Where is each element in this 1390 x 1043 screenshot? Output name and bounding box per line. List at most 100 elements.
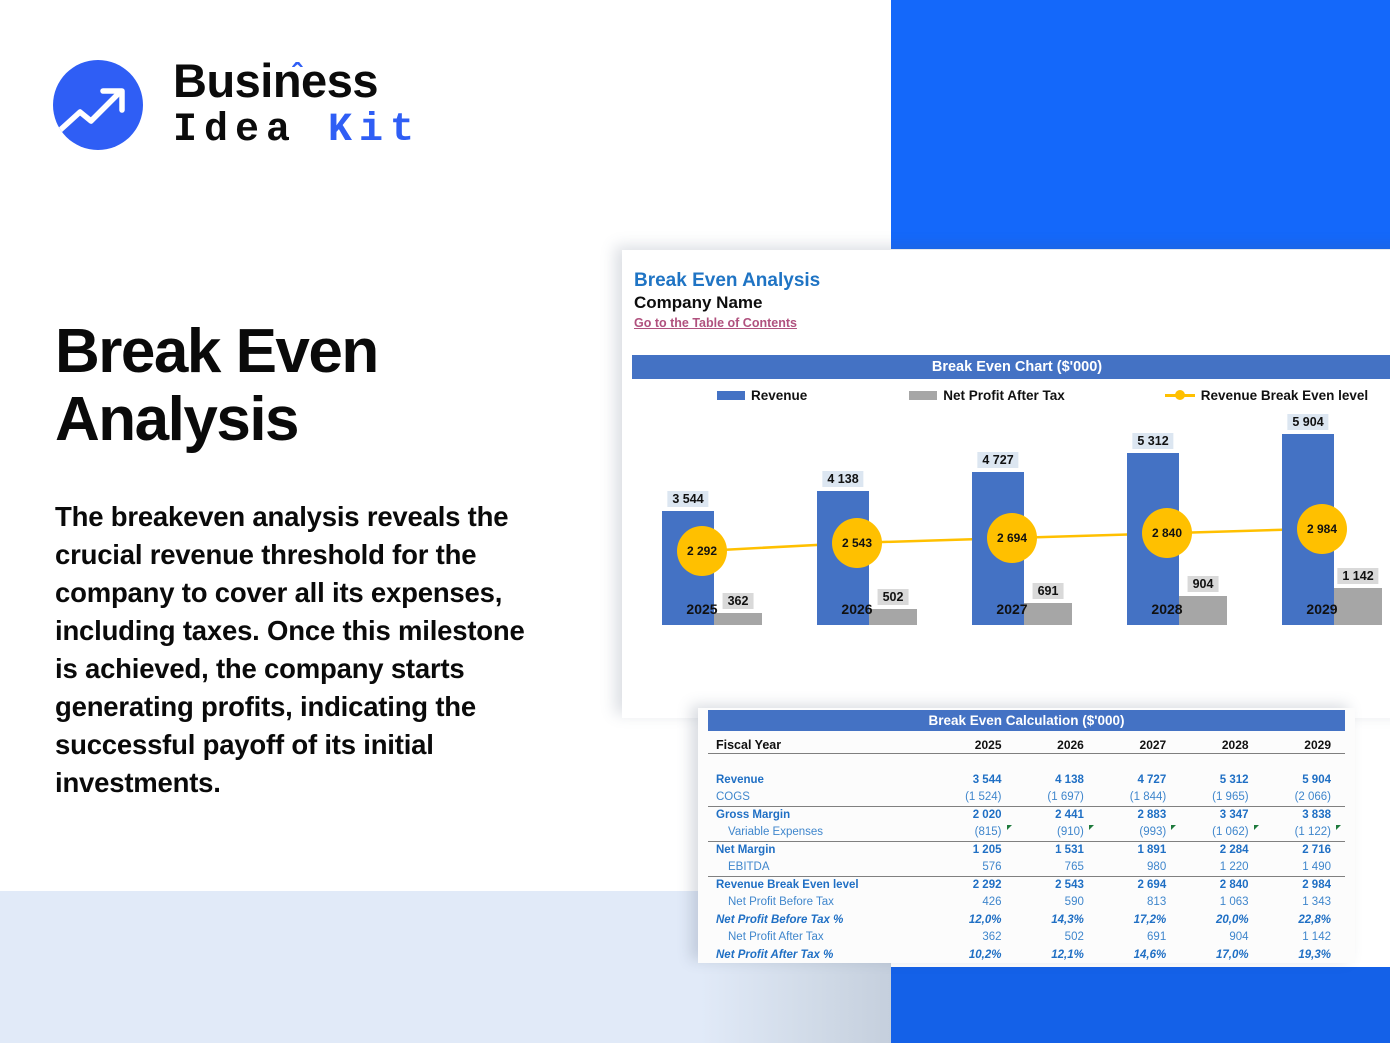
npat-bar-2028[interactable] (1179, 595, 1227, 625)
cell-5-2029[interactable]: 1 490 (1302, 861, 1331, 873)
cell-2-2029[interactable]: 3 838 (1262, 805, 1345, 824)
bar-group-2025: 3 544 362 2025 (662, 415, 762, 625)
cell-8-2029[interactable]: 22,8% (1298, 913, 1331, 926)
cell-7-2026[interactable]: 590 (1064, 896, 1084, 909)
legend-label-revenue: Revenue (751, 387, 808, 403)
cell-4-2026[interactable]: 1 531 (1015, 840, 1098, 859)
cell-7-2027[interactable]: 813 (1147, 896, 1167, 909)
cell-0-2029[interactable]: 5 904 (1302, 773, 1331, 786)
cell-2-2026[interactable]: 2 441 (1015, 805, 1098, 824)
table-row: COGS (1 524) (1 697) (1 844) (1 965) (2 066) (708, 789, 1345, 807)
cell-10-2026[interactable]: 12,1% (1051, 948, 1084, 961)
x-axis-label-2029: 2029 (1306, 601, 1338, 617)
table-row: Net Profit After Tax % 10,2% 12,1% 14,6% 17,… (708, 946, 1345, 963)
page-title: Break Even Analysis (55, 317, 379, 454)
cell-6-2029[interactable]: 2 984 (1262, 875, 1345, 894)
row-label-10: Net Profit After Tax % (716, 948, 834, 961)
break-even-bubble-2025[interactable]: 2 292 (677, 525, 727, 576)
npat-bar-2026[interactable] (869, 608, 917, 625)
revenue-value-label-2027: 4 727 (977, 452, 1019, 469)
table-header-year-2025: 2025 (933, 736, 1016, 754)
row-label-5: EBITDA (728, 861, 770, 873)
cell-4-2025[interactable]: 1 205 (933, 840, 1016, 859)
cell-0-2028[interactable]: 5 312 (1219, 773, 1249, 786)
revenue-value-label-2028: 5 312 (1132, 433, 1174, 450)
cell-5-2028[interactable]: 1 220 (1219, 861, 1249, 873)
cell-6-2025[interactable]: 2 292 (933, 875, 1016, 894)
cell-8-2026[interactable]: 14,3% (1051, 913, 1084, 926)
row-label-2: Gross Margin (708, 805, 934, 824)
cell-0-2027[interactable]: 4 727 (1137, 773, 1167, 786)
break-even-bubble-2029[interactable]: 2 984 (1297, 503, 1347, 554)
cell-1-2029[interactable]: (2 066) (1294, 791, 1331, 803)
cell-8-2027[interactable]: 17,2% (1133, 913, 1167, 926)
break-even-bubble-2027[interactable]: 2 694 (987, 512, 1037, 563)
cell-1-2025[interactable]: (1 524) (965, 791, 1002, 803)
cell-4-2027[interactable]: 1 891 (1097, 840, 1181, 859)
cell-10-2029[interactable]: 19,3% (1298, 948, 1331, 961)
cell-7-2029[interactable]: 1 343 (1302, 896, 1331, 909)
cell-8-2028[interactable]: 20,0% (1215, 913, 1249, 926)
cell-4-2028[interactable]: 2 284 (1180, 840, 1263, 859)
npat-bar-2029[interactable] (1334, 588, 1382, 625)
table-spacer-row (708, 754, 1345, 772)
table-row: EBITDA 576 765 980 1 220 1 490 (708, 859, 1345, 877)
row-label-7: Net Profit Before Tax (728, 896, 834, 909)
table-row: Net Margin 1 205 1 531 1 891 2 284 2 716 (708, 840, 1345, 859)
table-row: Revenue 3 544 4 138 4 727 5 312 5 904 (708, 771, 1345, 789)
cell-0-2026[interactable]: 4 138 (1055, 773, 1084, 786)
x-axis-label-2028: 2028 (1151, 601, 1183, 617)
break-even-bubble-2026[interactable]: 2 543 (832, 517, 882, 568)
cell-3-2026[interactable]: (910) (1016, 824, 1098, 842)
cell-9-2025[interactable]: 362 (982, 931, 1002, 944)
break-even-chart-card: Break Even Analysis Company Name Go to t… (622, 250, 1390, 718)
cell-3-2025[interactable]: (815) (933, 824, 1015, 842)
cell-3-2029[interactable]: (1 122) (1263, 824, 1345, 842)
cell-6-2028[interactable]: 2 840 (1180, 875, 1263, 894)
revenue-value-label-2025: 3 544 (667, 490, 709, 507)
legend-item-revenue[interactable]: Revenue (717, 388, 807, 403)
npat-bar-2025[interactable] (714, 613, 762, 625)
npat-value-label-2026: 502 (877, 588, 909, 605)
revenue-value-label-2026: 4 138 (822, 471, 864, 488)
cell-9-2026[interactable]: 502 (1064, 931, 1084, 944)
cell-1-2027[interactable]: (1 844) (1129, 791, 1167, 803)
cell-5-2025[interactable]: 576 (982, 861, 1002, 873)
cell-2-2028[interactable]: 3 347 (1180, 805, 1263, 824)
cell-7-2028[interactable]: 1 063 (1219, 896, 1249, 909)
cell-5-2027[interactable]: 980 (1147, 861, 1167, 873)
table-header-year-2029: 2029 (1262, 736, 1345, 754)
cell-2-2025[interactable]: 2 020 (933, 805, 1016, 824)
cell-2-2027[interactable]: 2 883 (1097, 805, 1181, 824)
cell-10-2028[interactable]: 17,0% (1215, 948, 1249, 961)
cell-3-2028[interactable]: (1 062) (1180, 824, 1262, 842)
cell-10-2025[interactable]: 10,2% (968, 948, 1002, 961)
cell-3-2027[interactable]: (993) (1098, 824, 1180, 842)
table-body: Revenue 3 544 4 138 4 727 5 312 5 904 COGS (1 5… (708, 754, 1345, 964)
row-label-3: Variable Expenses (728, 826, 824, 838)
cell-9-2028[interactable]: 904 (1229, 931, 1249, 944)
cell-1-2028[interactable]: (1 965) (1212, 791, 1249, 803)
table-header-row: Fiscal Year 2025 2026 2027 2028 2029 (708, 736, 1345, 754)
cell-10-2027[interactable]: 14,6% (1133, 948, 1167, 961)
table-of-contents-link[interactable]: Go to the Table of Contents (634, 316, 797, 330)
cell-9-2027[interactable]: 691 (1147, 931, 1167, 944)
legend-item-npat[interactable]: Net Profit After Tax (909, 388, 1065, 403)
legend-item-break-even[interactable]: Revenue Break Even level (1164, 388, 1368, 403)
table-row: Variable Expenses (815) (910) (993) (1 062)(… (708, 824, 1345, 842)
cell-9-2029[interactable]: 1 142 (1302, 931, 1331, 944)
cell-8-2025[interactable]: 12,0% (968, 913, 1002, 926)
npat-bar-2027[interactable] (1024, 602, 1072, 625)
cell-6-2026[interactable]: 2 543 (1015, 875, 1098, 894)
cell-6-2027[interactable]: 2 694 (1097, 875, 1181, 894)
break-even-bubble-2028[interactable]: 2 840 (1142, 508, 1192, 559)
logo[interactable]: Business ˆ Idea Kit (53, 55, 443, 155)
table-header-year-2027: 2027 (1097, 736, 1181, 754)
cell-1-2026[interactable]: (1 697) (1047, 791, 1084, 803)
cell-7-2025[interactable]: 426 (982, 896, 1002, 909)
x-axis-label-2025: 2025 (686, 601, 718, 617)
cell-4-2029[interactable]: 2 716 (1262, 840, 1345, 859)
cell-5-2026[interactable]: 765 (1064, 861, 1084, 873)
cell-0-2025[interactable]: 3 544 (972, 773, 1002, 786)
